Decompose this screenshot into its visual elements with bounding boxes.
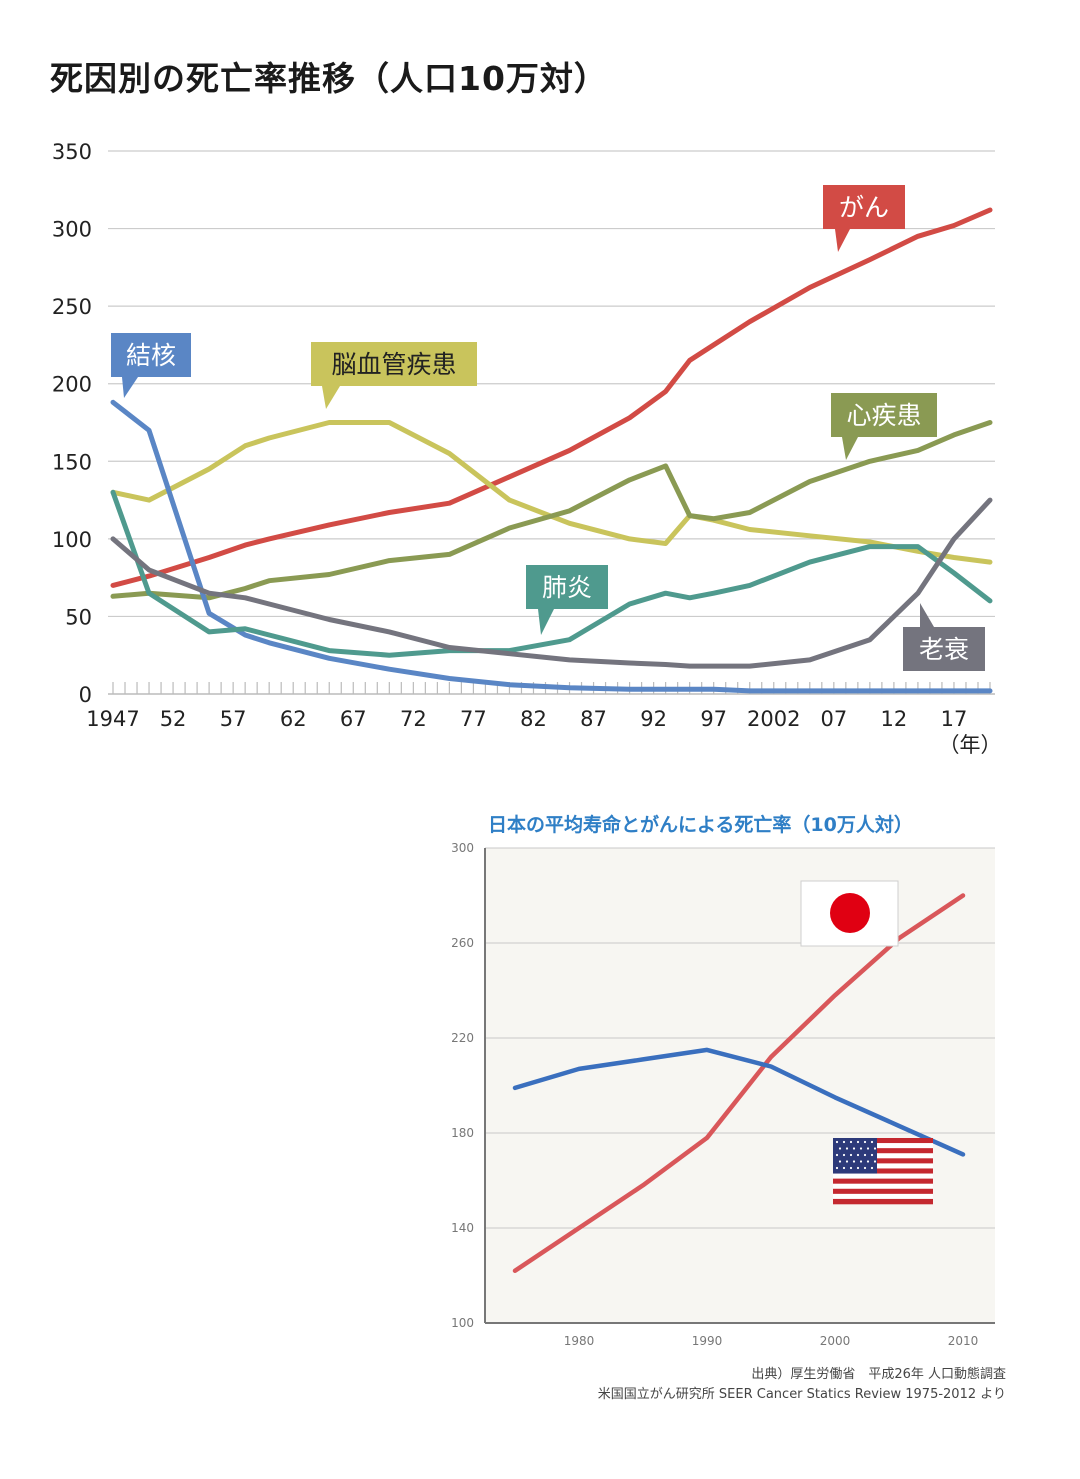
y-tick-label: 140	[451, 1221, 474, 1235]
x-tick-label: 12	[881, 707, 908, 731]
x-tick-label: 2000	[820, 1334, 851, 1348]
x-tick-label: 1947	[86, 707, 139, 731]
y-tick-label: 350	[52, 140, 92, 164]
y-tick-label: 150	[52, 450, 92, 474]
series-label: がん	[823, 185, 905, 252]
x-tick-label: 62	[280, 707, 307, 731]
y-tick-label: 300	[52, 218, 92, 242]
label-box	[526, 565, 608, 609]
series-label: 脳血管疾患	[311, 342, 477, 409]
y-tick-label: 0	[79, 683, 92, 707]
series-line	[110, 497, 993, 669]
x-tick-label: 2010	[948, 1334, 979, 1348]
label-pointer	[538, 609, 554, 635]
series-name: 脳血管疾患	[331, 350, 456, 379]
series-name: 結核	[126, 341, 176, 370]
label-pointer	[842, 437, 858, 460]
label-pointer	[835, 229, 850, 252]
series-label: 肺炎	[526, 565, 608, 635]
label-box	[823, 185, 905, 229]
x-tick-label: 72	[400, 707, 427, 731]
source-line-2: 米国国立がん研究所 SEER Cancer Statics Review 197…	[598, 1387, 1006, 1402]
x-tick-label: 77	[460, 707, 487, 731]
x-tick-label: 2002	[747, 707, 800, 731]
y-tick-label: 220	[451, 1031, 474, 1045]
label-box	[111, 333, 191, 377]
label-pointer	[122, 377, 138, 398]
y-tick-label: 180	[451, 1126, 474, 1140]
series-label: 心疾患	[831, 393, 937, 460]
x-tick-label: 97	[700, 707, 727, 731]
x-tick-label: 17	[941, 707, 968, 731]
series-line	[512, 1047, 966, 1157]
series-name: 老衰	[919, 635, 969, 664]
x-tick-label: 67	[340, 707, 367, 731]
series-line	[110, 399, 993, 694]
mortality-chart: 0 50 100 150 200 250 300 350 1947 52 57 62 67 72 77 82…	[52, 140, 1002, 757]
series-label: 老衰	[903, 603, 985, 671]
y-tick-label: 200	[52, 373, 92, 397]
series-name: 心疾患	[846, 401, 921, 430]
x-tick-label: 1980	[564, 1334, 595, 1348]
label-box	[903, 627, 985, 671]
series-label: 結核	[111, 333, 191, 398]
usa-flag-icon	[833, 1138, 933, 1205]
label-box	[311, 342, 477, 386]
japan-flag-icon	[800, 880, 899, 947]
inset-chart-title: 日本の平均寿命とがんによる死亡率（10万人対）	[488, 813, 913, 836]
series-line	[110, 489, 993, 658]
y-tick-label: 50	[65, 605, 92, 629]
chart-title: 死因別の死亡率推移（人口10万対）	[50, 59, 608, 98]
x-tick-label: 82	[520, 707, 547, 731]
series-line	[110, 207, 993, 588]
x-tick-label: 52	[160, 707, 187, 731]
x-axis-label: （年）	[939, 733, 1002, 757]
x-tick-label: 92	[640, 707, 667, 731]
label-box	[831, 393, 937, 437]
series-line	[512, 893, 966, 1274]
y-tick-label: 260	[451, 936, 474, 950]
y-tick-label: 100	[451, 1316, 474, 1330]
series-name: がん	[839, 193, 889, 222]
source-line-1: 出典）厚生労働省 平成26年 人口動態調査	[751, 1366, 1006, 1382]
y-tick-label: 250	[52, 295, 92, 319]
x-tick-label: 87	[580, 707, 607, 731]
x-tick-label: 57	[220, 707, 247, 731]
y-tick-label: 100	[52, 528, 92, 552]
series-name: 肺炎	[542, 573, 592, 602]
x-tick-label: 07	[820, 707, 847, 731]
x-tick-label: 1990	[692, 1334, 723, 1348]
series-line	[110, 420, 993, 601]
y-tick-label: 300	[451, 841, 474, 855]
label-pointer	[920, 603, 934, 627]
series-line	[110, 420, 993, 565]
label-pointer	[322, 386, 340, 409]
